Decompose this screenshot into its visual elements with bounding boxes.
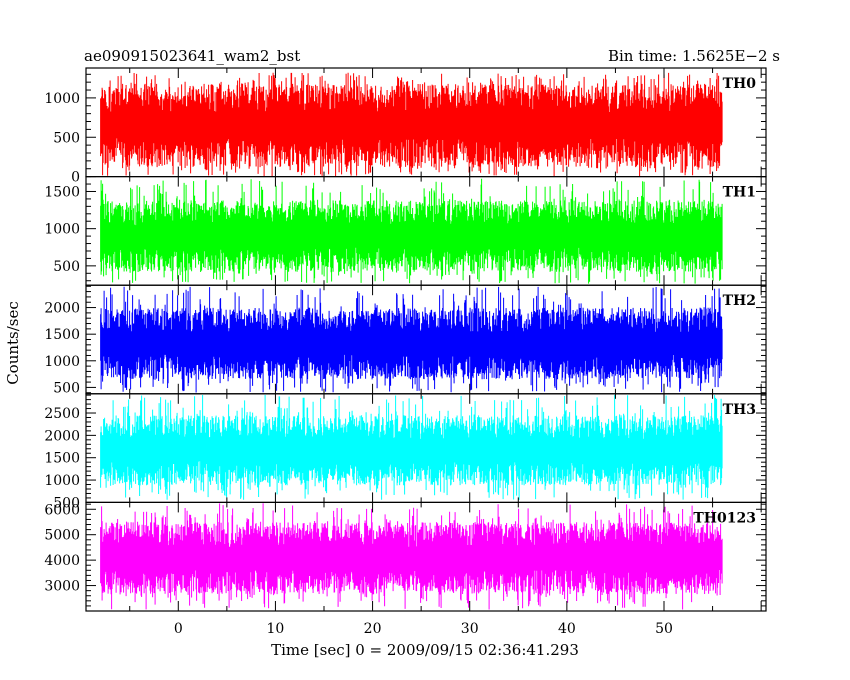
- panel-th0123: 3000 4000 5000 6000 TH0123: [44, 501, 767, 612]
- y-axis-label: Counts/sec: [4, 301, 22, 385]
- y-tick-label: 500: [53, 259, 80, 275]
- panel-label: TH3: [723, 402, 756, 418]
- chart-title: ae090915023641_wam2_bst: [84, 47, 300, 65]
- panel-th3: 500 1000 1500 2000 2500 TH3: [44, 393, 767, 511]
- y-tick-label: 500: [53, 495, 80, 511]
- y-tick-label: 1000: [44, 91, 80, 107]
- panel-frame: [85, 501, 767, 612]
- series-th0: [100, 72, 723, 177]
- x-axis: 0 10 20 30 40 50: [174, 621, 673, 637]
- x-tick-label: 30: [461, 621, 479, 637]
- y-tick-label: 1500: [44, 451, 80, 467]
- y-tick-label: 1000: [44, 473, 80, 489]
- y-tick-label: 4000: [44, 553, 80, 569]
- x-tick-label: 0: [174, 621, 183, 637]
- x-tick-label: 40: [558, 621, 576, 637]
- panel-label: TH0: [723, 76, 757, 92]
- x-tick-label: 10: [267, 621, 285, 637]
- panels: 0 500 1000 TH0 500 1000 1500 TH1 500 1000 1500 2000…: [44, 67, 767, 612]
- bin-time-label: Bin time: 1.5625E−2 s: [608, 47, 780, 65]
- panel-th0: 0 500 1000 TH0: [44, 67, 767, 186]
- y-tick-label: 1000: [44, 354, 80, 370]
- panel-label: TH0123: [693, 510, 756, 526]
- y-tick-label: 1000: [44, 222, 80, 238]
- y-tick-label: 0: [71, 170, 80, 186]
- y-tick-label: 1500: [44, 327, 80, 343]
- x-tick-label: 50: [655, 621, 673, 637]
- y-tick-label: 3000: [44, 579, 80, 595]
- series-th0123: [100, 503, 723, 610]
- y-tick-label: 2000: [44, 301, 80, 317]
- series-th3: [100, 394, 723, 500]
- series-th2: [100, 286, 723, 393]
- y-tick-label: 2500: [44, 406, 80, 422]
- panel-label: TH1: [723, 185, 756, 201]
- series-th1: [100, 178, 723, 284]
- y-tick-label: 500: [53, 380, 80, 396]
- y-tick-label: 1500: [44, 184, 80, 200]
- x-axis-label: Time [sec] 0 = 2009/09/15 02:36:41.293: [271, 641, 579, 659]
- y-tick-label: 2000: [44, 428, 80, 444]
- panel-th2: 500 1000 1500 2000 TH2: [44, 284, 767, 396]
- y-tick-label: 6000: [44, 502, 80, 518]
- panel-th1: 500 1000 1500 TH1: [44, 176, 767, 286]
- y-tick-label: 5000: [44, 528, 80, 544]
- panel-label: TH2: [723, 293, 756, 309]
- y-tick-label: 500: [53, 130, 80, 146]
- x-tick-label: 20: [364, 621, 382, 637]
